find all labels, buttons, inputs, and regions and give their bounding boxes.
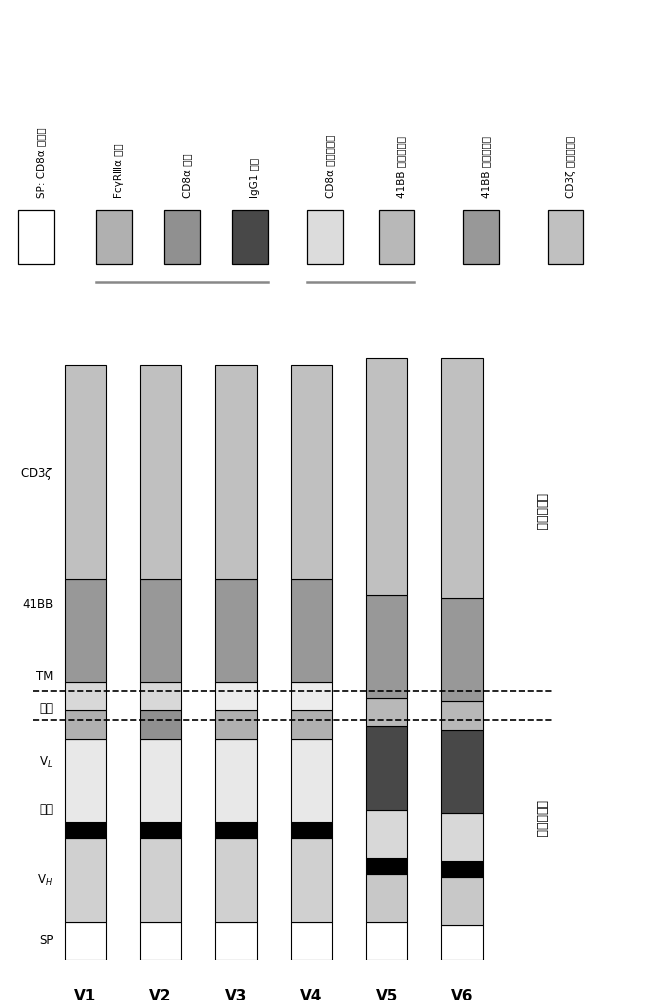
Bar bbox=[64, 579, 106, 682]
Bar bbox=[140, 739, 181, 822]
Text: V$_L$: V$_L$ bbox=[40, 755, 53, 770]
Bar bbox=[164, 210, 200, 264]
Bar bbox=[18, 210, 54, 264]
Bar bbox=[291, 822, 332, 838]
Bar bbox=[291, 838, 332, 922]
Bar bbox=[64, 822, 106, 838]
Text: 铰链: 铰链 bbox=[40, 803, 53, 816]
Text: V5: V5 bbox=[376, 989, 398, 1000]
Text: CD8α 跨膜结构域: CD8α 跨膜结构域 bbox=[325, 135, 335, 198]
Text: IgG1 铰链: IgG1 铰链 bbox=[250, 158, 260, 198]
Bar bbox=[215, 822, 257, 838]
Bar bbox=[366, 698, 408, 726]
Bar bbox=[215, 739, 257, 822]
Bar bbox=[64, 739, 106, 822]
Bar bbox=[307, 210, 343, 264]
Bar bbox=[140, 365, 181, 579]
Bar bbox=[441, 813, 483, 861]
Bar bbox=[547, 210, 584, 264]
Bar bbox=[140, 579, 181, 682]
Text: 胞质结构域: 胞质结构域 bbox=[535, 493, 548, 531]
Bar bbox=[291, 682, 332, 710]
Bar bbox=[441, 358, 483, 598]
Bar bbox=[140, 838, 181, 922]
Text: 41BB 跨膜结构域: 41BB 跨膜结构域 bbox=[396, 136, 406, 198]
Text: V$_H$: V$_H$ bbox=[38, 872, 53, 888]
Text: 41BB 胞质结构域: 41BB 胞质结构域 bbox=[481, 136, 491, 198]
Bar bbox=[215, 838, 257, 922]
Bar bbox=[291, 365, 332, 579]
Text: V4: V4 bbox=[300, 989, 322, 1000]
Text: 胞外结构域: 胞外结构域 bbox=[535, 800, 548, 838]
Bar bbox=[215, 922, 257, 960]
Text: CD3$\zeta$: CD3$\zeta$ bbox=[20, 466, 53, 482]
Bar bbox=[366, 874, 408, 922]
Bar bbox=[441, 877, 483, 925]
Text: V1: V1 bbox=[74, 989, 96, 1000]
Bar bbox=[140, 822, 181, 838]
Bar bbox=[366, 922, 408, 960]
Bar bbox=[366, 595, 408, 698]
Text: TM: TM bbox=[36, 670, 53, 683]
Bar bbox=[64, 922, 106, 960]
Bar bbox=[366, 726, 408, 810]
Bar bbox=[64, 710, 106, 739]
Bar bbox=[291, 579, 332, 682]
Bar bbox=[378, 210, 415, 264]
Bar bbox=[366, 358, 408, 595]
Text: V3: V3 bbox=[225, 989, 247, 1000]
Text: CD3ζ 胞质结构域: CD3ζ 胞质结构域 bbox=[566, 136, 575, 198]
Bar bbox=[64, 365, 106, 579]
Bar bbox=[96, 210, 131, 264]
Text: SP: CD8α 信号肽: SP: CD8α 信号肽 bbox=[36, 127, 46, 198]
Bar bbox=[215, 579, 257, 682]
Bar bbox=[463, 210, 499, 264]
Bar bbox=[291, 710, 332, 739]
Text: CD8α 铰链: CD8α 铰链 bbox=[182, 153, 192, 198]
Bar bbox=[441, 861, 483, 877]
Bar bbox=[366, 858, 408, 874]
Bar bbox=[441, 925, 483, 960]
Bar bbox=[140, 710, 181, 739]
Bar bbox=[233, 210, 268, 264]
Bar bbox=[64, 682, 106, 710]
Bar bbox=[215, 365, 257, 579]
Text: FcγRⅢα 铰链: FcγRⅢα 铰链 bbox=[114, 143, 124, 198]
Text: V6: V6 bbox=[451, 989, 473, 1000]
Bar bbox=[215, 682, 257, 710]
Text: V2: V2 bbox=[150, 989, 172, 1000]
Bar bbox=[441, 730, 483, 813]
Bar bbox=[64, 838, 106, 922]
Bar bbox=[215, 710, 257, 739]
Bar bbox=[291, 922, 332, 960]
Bar bbox=[140, 922, 181, 960]
Bar bbox=[140, 682, 181, 710]
Text: SP: SP bbox=[39, 934, 53, 947]
Text: 铰链: 铰链 bbox=[40, 702, 53, 715]
Bar bbox=[291, 739, 332, 822]
Bar bbox=[441, 701, 483, 730]
Bar bbox=[366, 810, 408, 858]
Text: 41BB: 41BB bbox=[22, 598, 53, 611]
Bar bbox=[441, 598, 483, 701]
